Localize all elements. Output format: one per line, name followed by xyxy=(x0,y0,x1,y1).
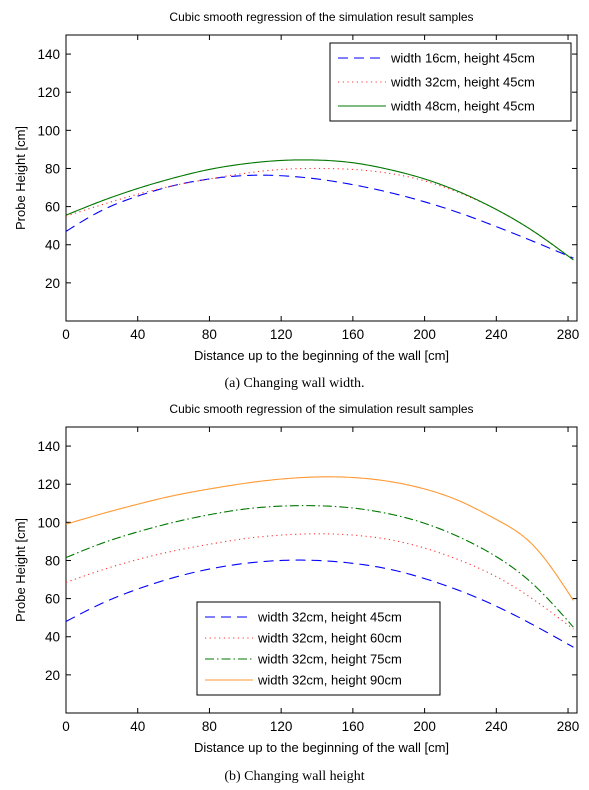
y-tick-label: 120 xyxy=(37,477,60,492)
caption-b: (b) Changing wall height xyxy=(224,769,365,784)
y-tick-label: 140 xyxy=(37,439,60,454)
y-tick-label: 40 xyxy=(45,238,60,253)
y-tick-label: 20 xyxy=(45,276,60,291)
x-tick-label: 0 xyxy=(62,719,70,734)
figure-b: Cubic smooth regression of the simulatio… xyxy=(0,392,589,790)
series-line-2 xyxy=(65,167,574,261)
legend-label-4: width 32cm, height 90cm xyxy=(257,673,402,688)
legend-label-3: width 32cm, height 75cm xyxy=(257,652,402,667)
x-tick-label: 160 xyxy=(342,719,365,734)
legend: width 32cm, height 45cm width 32cm, heigh… xyxy=(196,601,441,696)
y-tick-label: 100 xyxy=(37,515,60,530)
series-line-3 xyxy=(65,159,574,261)
series-line-1 xyxy=(65,559,574,648)
y-tick-label: 100 xyxy=(37,123,60,138)
x-tick-label: 200 xyxy=(413,719,436,734)
x-tick-label: 40 xyxy=(130,327,145,342)
x-axis-label: Distance up to the beginning of the wall… xyxy=(194,740,449,755)
chart-b: Cubic smooth regression of the simulatio… xyxy=(13,402,580,755)
legend-label-3: width 48cm, height 45cm xyxy=(390,99,535,114)
series-line-4 xyxy=(65,476,574,601)
y-axis-label: Probe Height [cm] xyxy=(13,518,28,622)
y-axis-label: Probe Height [cm] xyxy=(13,126,28,230)
legend: width 16cm, height 45cm width 32cm, heigh… xyxy=(329,42,572,122)
x-tick-label: 280 xyxy=(557,327,580,342)
y-tick-label: 20 xyxy=(45,668,60,683)
legend-label-1: width 32cm, height 45cm xyxy=(257,610,402,625)
caption-a: (a) Changing wall width. xyxy=(224,376,365,391)
legend-box xyxy=(329,42,572,122)
legend-label-1: width 16cm, height 45cm xyxy=(390,51,535,66)
x-tick-label: 280 xyxy=(557,719,580,734)
y-tick-label: 80 xyxy=(45,553,60,568)
x-tick-label: 240 xyxy=(485,327,508,342)
series-line-2 xyxy=(65,533,574,630)
x-axis-label: Distance up to the beginning of the wall… xyxy=(194,348,449,363)
x-tick-label: 200 xyxy=(413,327,436,342)
figure-a: Cubic smooth regression of the simulatio… xyxy=(0,0,589,392)
series-line-1 xyxy=(65,174,574,259)
chart-a: Cubic smooth regression of the simulatio… xyxy=(13,10,580,363)
x-tick-label: 80 xyxy=(202,327,217,342)
legend-label-2: width 32cm, height 60cm xyxy=(257,631,402,646)
y-tick-label: 140 xyxy=(37,47,60,62)
y-tick-label: 60 xyxy=(45,200,60,215)
y-tick-label: 80 xyxy=(45,161,60,176)
x-tick-label: 80 xyxy=(202,719,217,734)
x-tick-label: 0 xyxy=(62,327,70,342)
legend-label-2: width 32cm, height 45cm xyxy=(390,75,535,90)
y-tick-label: 120 xyxy=(37,85,60,100)
y-tick-label: 40 xyxy=(45,630,60,645)
x-tick-label: 160 xyxy=(342,327,365,342)
x-tick-label: 240 xyxy=(485,719,508,734)
x-tick-label: 120 xyxy=(270,719,293,734)
chart-title: Cubic smooth regression of the simulatio… xyxy=(169,10,473,24)
series-line-3 xyxy=(65,505,574,628)
y-tick-label: 60 xyxy=(45,592,60,607)
x-tick-label: 120 xyxy=(270,327,293,342)
x-tick-label: 40 xyxy=(130,719,145,734)
chart-title: Cubic smooth regression of the simulatio… xyxy=(169,402,473,416)
